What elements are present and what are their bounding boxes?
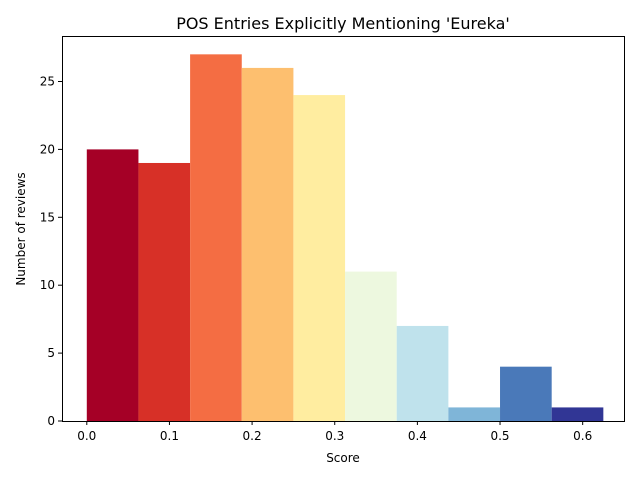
x-tick-label: 0.4 [408,429,427,443]
plot-frame [62,36,625,422]
histogram-bar-3 [241,67,294,422]
y-axis-ticks: 0 5 10 15 20 25 [40,74,62,428]
x-tick-label: 0.6 [573,429,592,443]
histogram-bar-0 [86,149,139,421]
x-tick-label: 0.1 [160,429,179,443]
y-tick-label: 0 [47,414,55,428]
y-tick-label: 5 [47,346,55,360]
x-axis-label: Score [326,451,360,465]
y-tick-label: 25 [40,74,55,88]
x-tick-label: 0.5 [490,429,509,443]
y-tick-label: 10 [40,278,55,292]
histogram-bar-8 [500,366,552,421]
histogram-bar-7 [448,407,501,421]
bars-group [86,54,604,422]
x-tick-label: 0.3 [325,429,344,443]
histogram-bar-9 [551,407,604,421]
y-tick-label: 20 [40,142,55,156]
histogram-bar-1 [138,162,191,421]
histogram-bar-5 [345,271,397,421]
histogram-bar-4 [293,95,346,422]
x-tick-label: 0.0 [77,429,96,443]
histogram-bar-2 [190,54,242,421]
histogram-bar-6 [396,325,449,421]
y-axis-label: Number of reviews [14,172,28,285]
x-axis-ticks: 0.0 0.1 0.2 0.3 0.4 0.5 0.6 [77,421,592,443]
x-tick-label: 0.2 [243,429,262,443]
chart-title: POS Entries Explicitly Mentioning 'Eurek… [176,14,510,33]
y-tick-label: 15 [40,210,55,224]
